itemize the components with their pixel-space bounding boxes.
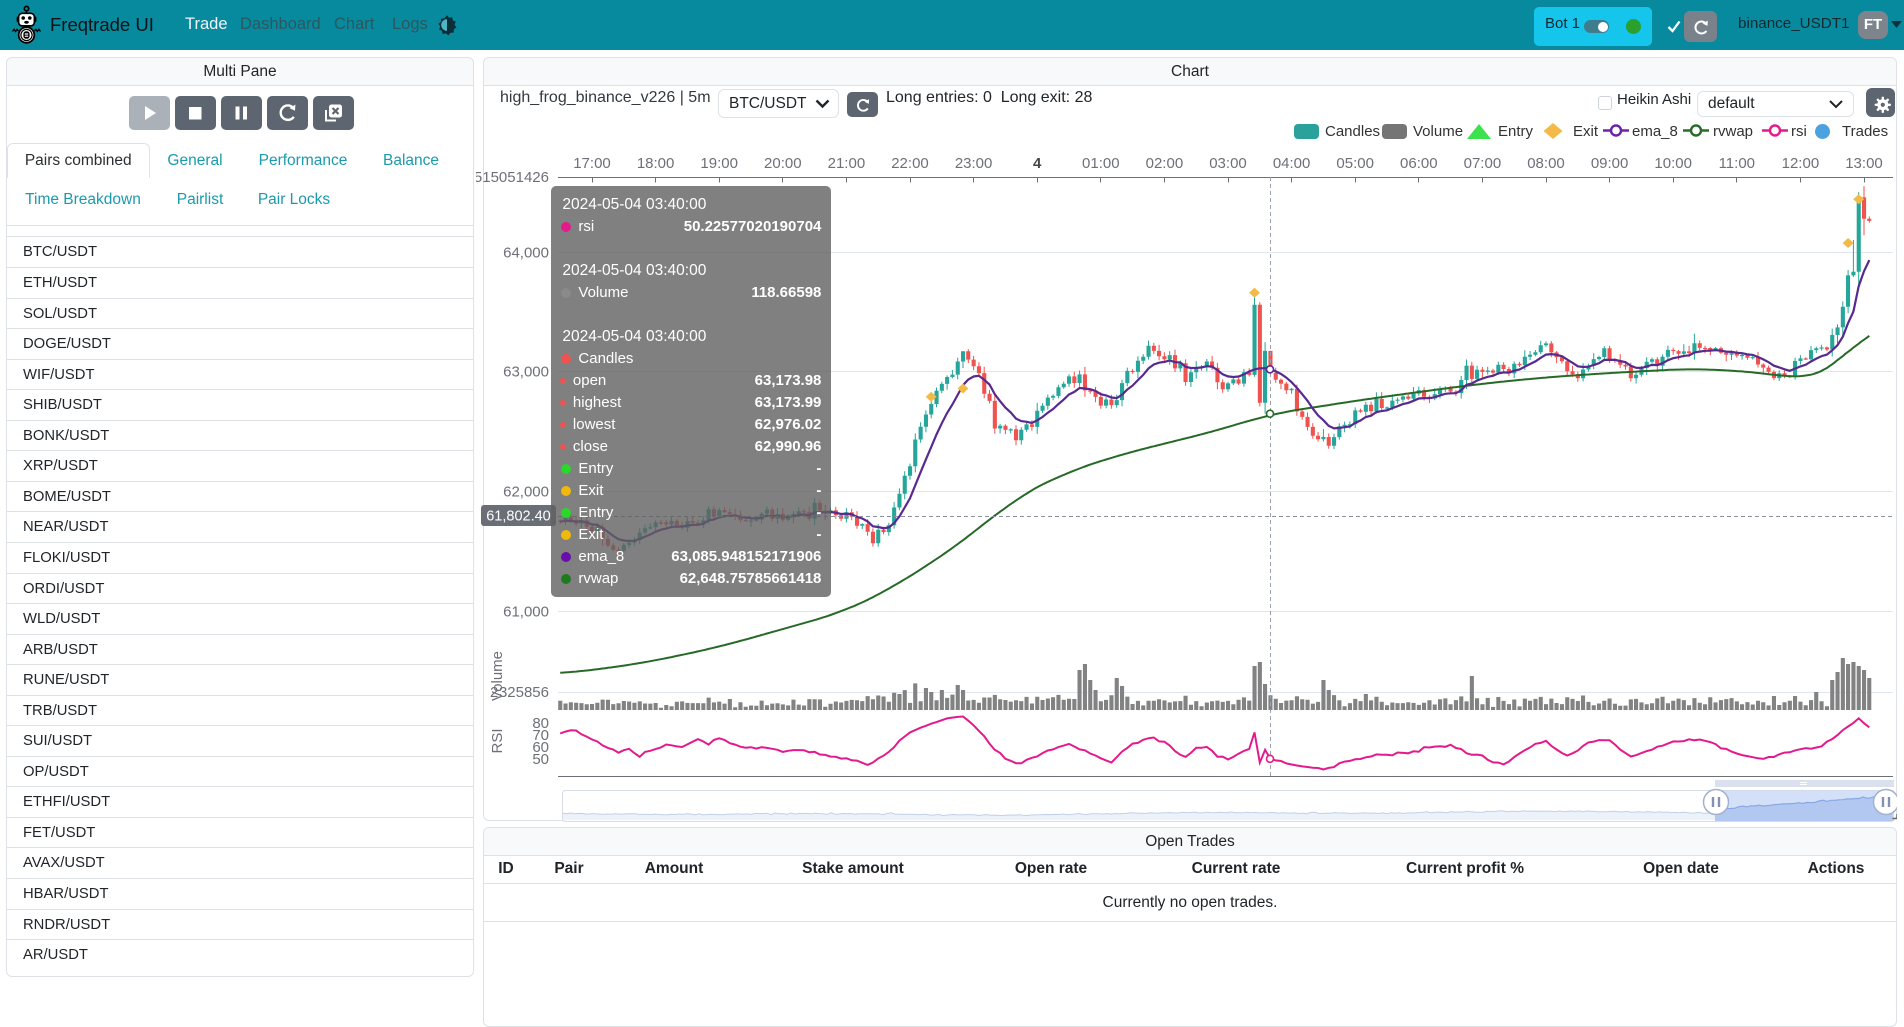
svg-text:09:00: 09:00	[1591, 155, 1629, 172]
svg-text:RSI: RSI	[489, 728, 506, 753]
svg-text:22:00: 22:00	[891, 155, 929, 172]
svg-text:06:00: 06:00	[1400, 155, 1438, 172]
svg-text:19:00: 19:00	[700, 155, 738, 172]
svg-text:02:00: 02:00	[1146, 155, 1184, 172]
svg-text:03:00: 03:00	[1209, 155, 1247, 172]
svg-text:10:00: 10:00	[1654, 155, 1692, 172]
svg-text:63,000: 63,000	[503, 364, 549, 381]
svg-text:07:00: 07:00	[1464, 155, 1502, 172]
svg-text:61,000: 61,000	[503, 604, 549, 621]
svg-text:04:00: 04:00	[1273, 155, 1311, 172]
svg-text:08:00: 08:00	[1527, 155, 1565, 172]
svg-text:62,000: 62,000	[503, 484, 549, 501]
svg-text:64,000: 64,000	[503, 245, 549, 262]
svg-text:23:00: 23:00	[955, 155, 993, 172]
svg-text:70: 70	[532, 727, 549, 744]
svg-text:11:00: 11:00	[1719, 155, 1755, 172]
svg-text:325856: 325856	[499, 684, 549, 701]
svg-text:515051426: 515051426	[476, 169, 549, 186]
svg-text:61,802.40: 61,802.40	[486, 509, 551, 525]
svg-text:01:00: 01:00	[1082, 155, 1120, 172]
svg-text:20:00: 20:00	[764, 155, 802, 172]
svg-text:21:00: 21:00	[828, 155, 866, 172]
svg-text:80: 80	[532, 715, 549, 732]
svg-text:4: 4	[1033, 155, 1042, 172]
svg-text:17:00: 17:00	[573, 155, 611, 172]
svg-text:18:00: 18:00	[637, 155, 675, 172]
svg-text:50: 50	[532, 751, 549, 768]
svg-text:2: 2	[490, 684, 498, 701]
svg-text:13:00: 13:00	[1845, 155, 1883, 172]
svg-text:60: 60	[532, 739, 549, 756]
svg-text:Volume: Volume	[489, 651, 506, 701]
svg-text:05:00: 05:00	[1336, 155, 1374, 172]
svg-text:12:00: 12:00	[1782, 155, 1820, 172]
